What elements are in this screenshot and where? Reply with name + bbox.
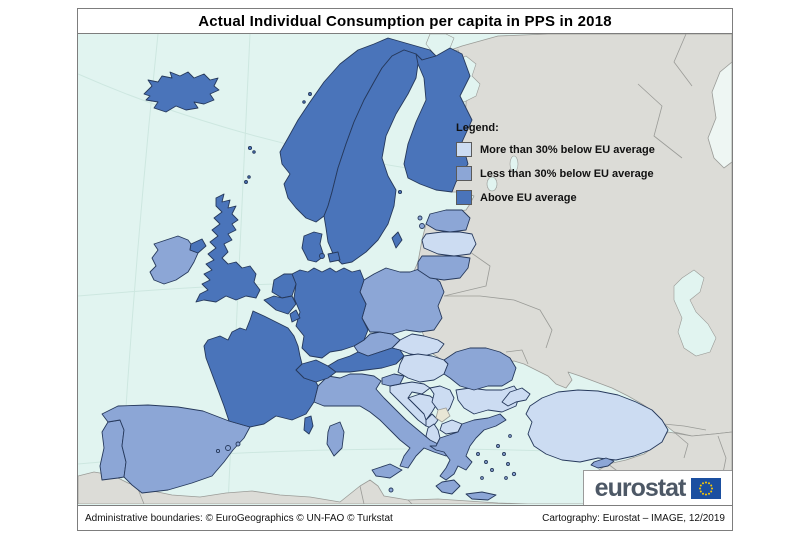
country-romania [443,347,517,391]
country-sweden [323,49,423,265]
legend-swatch-light [456,142,472,157]
legend-title: Legend: [456,122,499,134]
border-caucasus-1 [663,423,707,431]
legend-item-less-than-30-below: Less than 30% below EU average [456,166,655,181]
eurostat-logo-text: eurostat [594,473,687,502]
island-malta [388,487,394,493]
island-saaremaa [419,223,425,229]
border-kazakhstan-2 [673,34,693,87]
country-bosnia [407,393,439,421]
norwegian-islands-2 [302,100,306,104]
island-aland [397,189,403,195]
island-zealand [327,251,341,263]
aegean-islands [476,434,517,480]
country-hungary [397,353,449,383]
footer-cartography: Cartography: Eurostat – IMAGE, 12/2019 [542,512,725,524]
country-slovenia [381,373,405,387]
map-legend: Legend: More than 30% below EU average L… [456,122,655,214]
country-estonia [425,209,471,233]
country-greece [429,413,507,481]
region-peloponnese [435,479,461,495]
page-title: Actual Individual Consumption per capita… [198,12,612,30]
map-area: Legend: More than 30% below EU average L… [77,34,733,506]
legend-item-above-average: Above EU average [456,190,655,205]
island-crete [465,491,497,501]
island-gotland [391,231,403,249]
eurostat-logo: eurostat [583,470,732,505]
island-mallorca [225,445,231,451]
country-austria [327,347,405,373]
country-netherlands [271,273,297,299]
country-italy [313,373,451,469]
country-great-britain [195,193,261,303]
country-cyprus [590,457,615,469]
border-algeria-tunisia [359,485,365,504]
country-lithuania [417,255,471,281]
norwegian-islands [308,92,312,96]
legend-swatch-dark [456,190,472,205]
legend-label: More than 30% below EU average [480,143,655,156]
region-northern-ireland [189,238,207,254]
legend-label: Less than 30% below EU average [480,167,654,180]
country-portugal [99,419,127,481]
border-russia-belarus [443,251,491,297]
footer-bar: Administrative boundaries: © EuroGeograp… [77,506,733,531]
country-germany [291,267,369,359]
legend-swatch-medium [456,166,472,181]
island-funen [319,253,325,259]
eu-flag-icon [691,477,722,499]
country-turkey [525,389,669,463]
island-sardinia [326,421,345,457]
border-moldova [505,349,529,365]
caspian-sea [673,269,717,357]
border-ukraine-russia [513,299,553,349]
country-ireland [149,235,199,285]
lake-ladoga [486,176,498,192]
legend-item-more-than-30-below: More than 30% below EU average [456,142,655,157]
country-montenegro [425,413,439,429]
island-corsica [303,415,314,435]
northeast-pale-region [707,61,732,169]
lake-onega [509,155,519,173]
shetland-faroe-islands [244,145,256,184]
island-menorca [235,441,241,447]
class-more-than-30-below [389,231,669,463]
country-finland [403,47,473,193]
map-frame: Actual Individual Consumption per capita… [77,8,733,531]
island-ibiza [215,448,221,454]
country-luxembourg [289,309,301,323]
country-latvia [421,231,477,257]
border-caucasus-2 [673,431,689,459]
country-turkey-thrace [501,387,531,407]
country-iceland [143,71,220,113]
country-france [203,310,319,428]
country-bulgaria [455,385,521,415]
class-less-than-30-below [99,209,615,501]
country-belgium [263,295,297,315]
border-morocco-algeria [137,488,145,504]
border-tunisia-libya [407,499,413,504]
region-kosovo [435,407,451,423]
border-kazakhstan-1 [637,83,683,159]
island-hiiumaa [417,215,423,221]
class-above-eu-average [143,37,473,435]
title-bar: Actual Individual Consumption per capita… [77,8,733,34]
border-belarus-ukraine [444,295,515,301]
island-sicily [371,463,403,479]
legend-label: Above EU average [480,191,577,204]
europe-map [78,34,732,504]
country-spain [101,404,251,494]
country-switzerland [295,359,337,383]
footer-copyright: Administrative boundaries: © EuroGeograp… [85,512,393,524]
